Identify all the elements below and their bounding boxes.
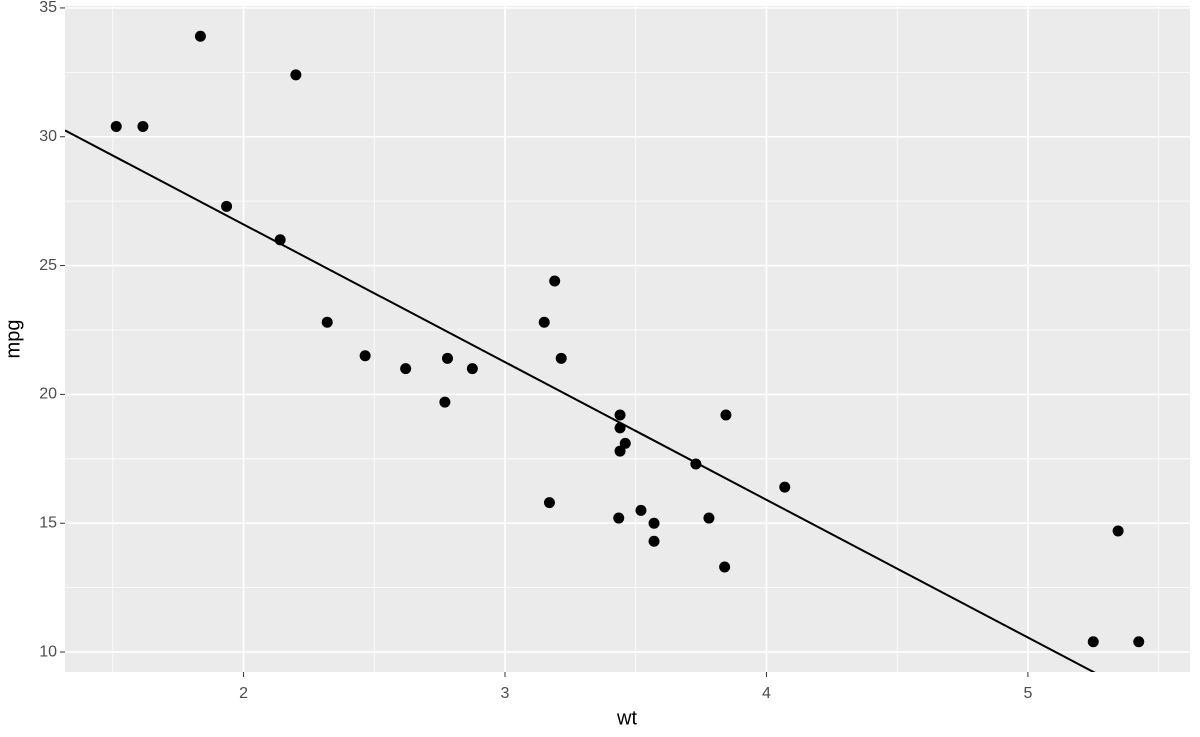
y-tick-label: 20 (39, 386, 57, 403)
point (1112, 525, 1124, 537)
x-axis-title: wt (616, 707, 637, 729)
point (614, 422, 626, 434)
point (619, 437, 631, 449)
point (1133, 636, 1145, 648)
y-axis-title: mpg (2, 320, 24, 359)
point (648, 535, 660, 547)
point (466, 363, 478, 375)
point (690, 458, 702, 470)
y-tick-label: 30 (39, 128, 57, 145)
point (321, 316, 333, 328)
point (1087, 636, 1099, 648)
grid (65, 6, 1190, 672)
marks (65, 30, 1145, 672)
point (614, 409, 626, 421)
y-tick-label: 25 (39, 257, 57, 274)
point (137, 120, 149, 132)
point (613, 512, 625, 524)
point (400, 363, 412, 375)
point (720, 409, 732, 421)
x-tick-label: 4 (762, 685, 771, 702)
point (779, 481, 791, 493)
plot-panel (65, 6, 1190, 672)
x-tick-label: 5 (1023, 685, 1032, 702)
regression-line (65, 129, 1096, 672)
point (719, 561, 731, 573)
point (274, 234, 286, 246)
x-tick-label: 3 (501, 685, 510, 702)
x-tick-label: 2 (239, 685, 248, 702)
point (441, 352, 453, 364)
y-tick-label: 35 (39, 0, 57, 16)
point (549, 275, 561, 287)
point (290, 69, 302, 81)
point (703, 512, 715, 524)
point (555, 352, 567, 364)
point (648, 517, 660, 529)
y-tick-label: 10 (39, 643, 57, 660)
point (439, 396, 451, 408)
point (538, 316, 550, 328)
point (194, 30, 206, 42)
point (543, 497, 555, 509)
point (221, 200, 233, 212)
point (110, 120, 122, 132)
point (359, 350, 371, 362)
y-tick-label: 15 (39, 514, 57, 531)
point (614, 445, 626, 457)
point (635, 504, 647, 516)
